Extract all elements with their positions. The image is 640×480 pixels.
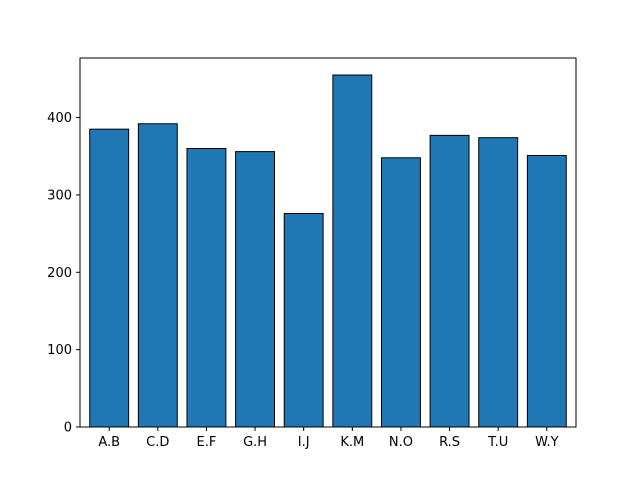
y-tick-label: 100 <box>47 343 72 358</box>
x-tick-label: T.U <box>487 435 508 450</box>
y-tick-label: 300 <box>47 188 72 203</box>
y-tick-label: 200 <box>47 266 72 281</box>
bar-i-j <box>283 212 324 428</box>
x-tick-label: R.S <box>439 435 460 450</box>
x-axis: A.B C.D E.F G.H I.J K.M N.O R.S T.U W.Y <box>98 427 559 450</box>
bar-n-o <box>380 157 421 428</box>
y-tick-label: 0 <box>64 421 72 436</box>
plot-frame <box>79 57 577 428</box>
bar-c-d <box>137 123 178 428</box>
y-axis: 0 100 200 300 400 <box>47 111 80 436</box>
x-tick-label: N.O <box>389 435 413 450</box>
x-tick-label: E.F <box>197 435 217 450</box>
x-tick-label: G.H <box>243 435 267 450</box>
bars-group <box>89 74 567 428</box>
x-tick-label: A.B <box>98 435 120 450</box>
bar-r-s <box>429 134 470 428</box>
bar-a-b <box>89 128 130 428</box>
bar-g-h <box>235 151 276 428</box>
bar-e-f <box>186 148 227 428</box>
bar-k-m <box>332 74 373 428</box>
x-tick-label: K.M <box>340 435 364 450</box>
x-tick-label: I.J <box>298 435 310 450</box>
x-tick-label: W.Y <box>535 435 558 450</box>
bar-w-y <box>526 154 567 428</box>
y-tick-label: 400 <box>47 111 72 126</box>
x-tick-label: C.D <box>146 435 169 450</box>
bar-t-u <box>478 137 519 428</box>
